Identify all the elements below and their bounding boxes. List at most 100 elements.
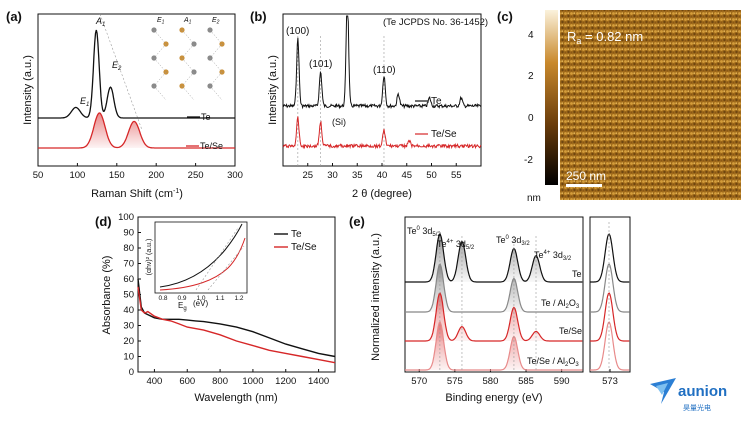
peak-si-label: (Si) bbox=[332, 117, 346, 127]
bond bbox=[181, 57, 195, 73]
panel-b-xlabel: 2 θ (degree) bbox=[352, 188, 412, 200]
peak-e1-label: E1 bbox=[80, 96, 89, 108]
legend-b-tese-label: Te/Se bbox=[431, 129, 457, 140]
abs-x-tick-label: 1000 bbox=[242, 376, 263, 387]
aunion-logo: aunion 昊量光电 bbox=[650, 378, 727, 412]
panel-a-letter: (a) bbox=[6, 9, 22, 24]
panel-b-letter: (b) bbox=[250, 9, 267, 24]
xps-zoom-curves bbox=[590, 222, 630, 372]
abs-y-tick-label: 80 bbox=[123, 243, 134, 254]
legend-tese-label: Te/Se bbox=[200, 141, 223, 151]
abs-y-tick-label: 40 bbox=[123, 305, 134, 316]
xps-fill bbox=[405, 264, 583, 312]
abs-y-tick-label: 90 bbox=[123, 228, 134, 239]
xps-curves bbox=[405, 233, 583, 372]
xps-curve bbox=[405, 233, 583, 283]
xrd-x-tick-label: 40 bbox=[377, 170, 388, 181]
bond bbox=[153, 57, 167, 73]
raman-x-tick-label: 300 bbox=[227, 170, 243, 181]
bond bbox=[153, 85, 167, 101]
abs-y-tick-label: 20 bbox=[123, 336, 134, 347]
abs-x-tick-label: 400 bbox=[146, 376, 162, 387]
aunion-logo-text: aunion bbox=[678, 383, 727, 400]
abs-y-tick-label: 100 bbox=[118, 212, 134, 223]
panel-d-xlabel: Wavelength (nm) bbox=[194, 392, 277, 404]
inset-mode-e1: E1 bbox=[157, 17, 165, 26]
raman-x-tick-label: 200 bbox=[148, 170, 164, 181]
legend-b-te-label: Te bbox=[431, 96, 442, 107]
panel-d-ticks: 400 600 800 1000 1200 1400 0 10 20 30 40 50 60 70 80 90… bbox=[118, 212, 329, 387]
peak-label-te4-52: Te4+ 3d5/2 bbox=[437, 239, 475, 251]
abs-x-tick-label: 1400 bbox=[308, 376, 329, 387]
tauc-inset: 0.8 0.9 1.0 1.1 1.2 (αhν)² (a.u.) Eg (eV) bbox=[146, 221, 248, 312]
abs-y-tick-label: 60 bbox=[123, 274, 134, 285]
panel-b-xticks: 25 30 35 40 45 50 55 bbox=[302, 163, 462, 181]
raman-tese-fill bbox=[38, 113, 235, 148]
bond bbox=[209, 85, 223, 101]
tauc-eg-label: Eg bbox=[178, 301, 187, 312]
raman-tese-curve bbox=[38, 112, 235, 149]
bond bbox=[209, 29, 223, 45]
afm-image bbox=[560, 10, 741, 200]
peak-label-te0-32: Te0 3d3/2 bbox=[496, 235, 530, 247]
raman-x-tick-label: 50 bbox=[33, 170, 44, 181]
bond bbox=[181, 29, 195, 45]
xps-zoom-curve bbox=[590, 233, 630, 283]
scalebar bbox=[566, 184, 602, 187]
tauc-x-tick-label: 1.2 bbox=[234, 295, 243, 302]
raman-te-curve bbox=[38, 29, 235, 119]
panel-c-letter: (c) bbox=[497, 9, 513, 24]
abs-y-tick-label: 10 bbox=[123, 352, 134, 363]
tauc-inset-ticks: 0.8 0.9 1.0 1.1 1.2 bbox=[158, 295, 243, 302]
tauc-ylabel: (αhν)² (a.u.) bbox=[146, 239, 153, 276]
tauc-inset-frame bbox=[154, 221, 248, 294]
tauc-fit-tese bbox=[207, 245, 245, 291]
xps-zoom-curve bbox=[590, 292, 630, 342]
abs-te-curve bbox=[137, 278, 336, 358]
xps-fill bbox=[405, 234, 583, 282]
legend-te-label: Te bbox=[201, 112, 211, 122]
scalebar-label: 250 nm bbox=[566, 169, 606, 183]
cbar-tick-4: 4 bbox=[528, 30, 534, 41]
aunion-logo-icon-inner bbox=[656, 383, 668, 395]
bond bbox=[153, 43, 167, 59]
abs-y-tick-label: 50 bbox=[123, 290, 134, 301]
tauc-te-curve bbox=[159, 223, 243, 288]
peak-a1-label: A1 bbox=[95, 16, 105, 28]
xps-x-tick-label: 570 bbox=[411, 376, 427, 387]
panel-e-letter: (e) bbox=[349, 214, 365, 229]
abs-y-tick-label: 30 bbox=[123, 321, 134, 332]
xrd-tese-curve bbox=[282, 116, 482, 150]
bond bbox=[209, 57, 223, 73]
legend-d-te-label: Te bbox=[291, 229, 302, 240]
xrd-x-tick-label: 55 bbox=[451, 170, 462, 181]
panel-e: (e) 570 575 580 585 590 573 Te0 3d5/2 Te4+ 3d… bbox=[349, 214, 631, 404]
panel-b-guides bbox=[297, 36, 385, 166]
abs-y-tick-label: 70 bbox=[123, 259, 134, 270]
raman-x-tick-label: 100 bbox=[69, 170, 85, 181]
xrd-x-tick-label: 50 bbox=[426, 170, 437, 181]
panel-d: (d) 400 600 800 1000 1200 1400 0 10 20 30 40 50 60 70… bbox=[95, 212, 336, 404]
panel-a-ylabel: Intensity (a.u.) bbox=[22, 55, 34, 125]
bond bbox=[209, 71, 223, 87]
tauc-x-tick-label: 0.9 bbox=[177, 295, 186, 302]
afm-tint bbox=[560, 10, 741, 200]
jcpds-note: (Te JCPDS No. 36-1452) bbox=[383, 17, 488, 28]
abs-y-tick-label: 0 bbox=[129, 367, 134, 378]
cbar-tick-minus2: -2 bbox=[524, 155, 533, 166]
raman-x-tick-label: 150 bbox=[109, 170, 125, 181]
bond bbox=[181, 43, 195, 59]
panel-e-frame bbox=[404, 216, 584, 373]
roughness-label: Ra = 0.82 nm bbox=[567, 29, 643, 46]
raman-guide-line bbox=[99, 13, 143, 131]
panel-e-xlabel: Binding energy (eV) bbox=[445, 392, 542, 404]
panel-d-letter: (d) bbox=[95, 214, 112, 229]
raman-x-tick-label: 250 bbox=[188, 170, 204, 181]
peak-100-label: (100) bbox=[286, 26, 309, 37]
xps-curve bbox=[405, 292, 583, 342]
peak-101-label: (101) bbox=[309, 59, 332, 70]
xrd-te-curve bbox=[282, 15, 482, 110]
inset-mode-e2: E2 bbox=[212, 17, 220, 26]
tauc-x-tick-label: 1.0 bbox=[196, 295, 205, 302]
